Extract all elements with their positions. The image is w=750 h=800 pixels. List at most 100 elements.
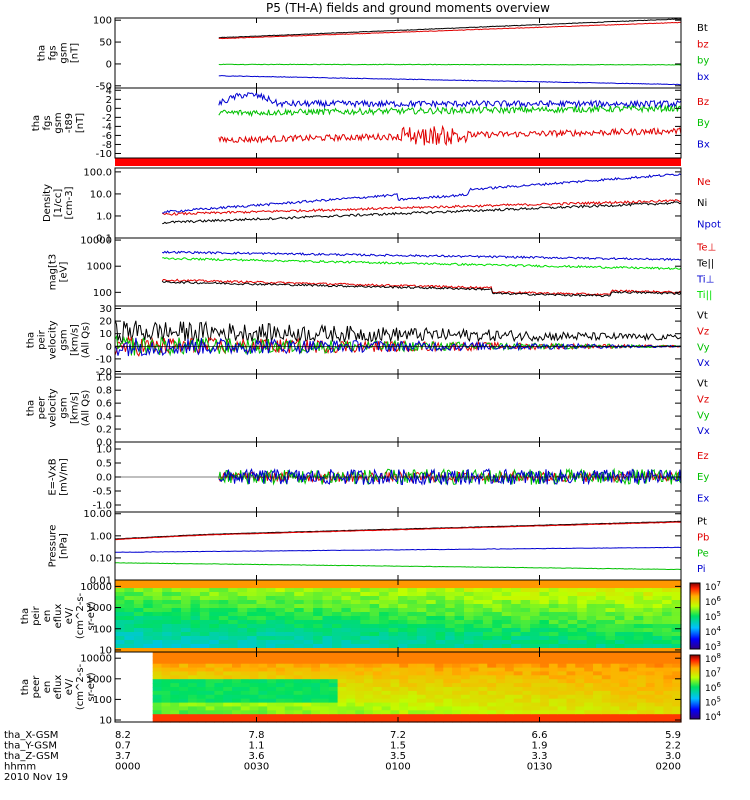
heatmap-cell <box>190 624 201 629</box>
heatmap-cell <box>313 584 324 589</box>
heatmap-cell <box>190 636 201 641</box>
colorbar-tick-label: 103 <box>705 640 721 653</box>
heatmap-cell <box>161 698 171 704</box>
heatmap-cell <box>199 624 210 629</box>
heatmap-cell <box>179 659 189 665</box>
heatmap-cell <box>302 698 312 704</box>
legend-vz: Vz <box>697 326 709 337</box>
heatmap-cell <box>662 604 673 609</box>
heatmap-cell <box>520 596 531 601</box>
heatmap-cell <box>654 675 664 680</box>
heatmap-cell <box>577 624 588 629</box>
heatmap-cell <box>294 604 305 609</box>
heatmap-cell <box>360 608 371 613</box>
heatmap-cell <box>482 588 493 593</box>
heatmap-cell <box>637 687 647 692</box>
heatmap-cell <box>328 655 339 661</box>
colorbar-tick-base: 10 <box>705 628 717 638</box>
heatmap-cell <box>328 667 339 673</box>
heatmap-cell <box>209 616 220 621</box>
legend-bx: Bx <box>697 139 710 150</box>
heatmap-cell <box>293 694 303 700</box>
heatmap-cell <box>530 636 541 641</box>
heatmap-cell <box>265 648 276 653</box>
heatmap-cell <box>662 628 673 633</box>
legend-te: Te|| <box>696 258 714 269</box>
heatmap-cell <box>445 584 456 589</box>
y-tick-label: -10 <box>96 149 112 160</box>
heatmap-cell <box>398 588 408 593</box>
heatmap-cell <box>162 600 173 605</box>
heatmap-cell <box>303 648 314 653</box>
heatmap-cell <box>115 624 125 629</box>
heatmap-cell <box>577 636 588 641</box>
heatmap-cell <box>170 663 180 669</box>
heatmap-cell <box>143 596 154 601</box>
heatmap-cell <box>303 580 314 585</box>
heatmap-cell <box>341 640 352 645</box>
heatmap-cell <box>539 648 550 653</box>
heatmap-cell <box>171 612 182 617</box>
panel-peer_eflux: 10000100010010thapeerenefluxeV/(cm^2-s-s… <box>20 651 721 727</box>
heatmap-cell <box>511 584 522 589</box>
heatmap-cell <box>464 648 474 653</box>
heatmap-cell <box>586 584 597 589</box>
heatmap-cell <box>284 596 295 601</box>
heatmap-cell <box>293 683 303 688</box>
heatmap-cell <box>504 706 515 711</box>
heatmap-cell <box>265 608 276 613</box>
heatmap-cell <box>575 652 585 657</box>
heatmap-cell <box>548 588 559 593</box>
heatmap-cell <box>199 620 210 625</box>
heatmap-cell <box>643 600 654 605</box>
heatmap-cell <box>247 588 258 593</box>
heatmap-cell <box>628 714 638 719</box>
y-tick-label: -4 <box>102 122 112 133</box>
heatmap-cell <box>171 620 182 625</box>
heatmap-cell <box>566 667 576 673</box>
heatmap-cell <box>214 652 224 657</box>
heatmap-cell <box>601 714 612 719</box>
heatmap-cell <box>196 652 207 657</box>
heatmap-cell <box>223 694 233 700</box>
heatmap-cell <box>496 714 506 719</box>
heatmap-cell <box>320 690 330 696</box>
series-line-bz <box>218 124 682 147</box>
legend-vy: Vy <box>697 342 710 353</box>
heatmap-cell <box>408 675 418 680</box>
heatmap-cell <box>372 687 383 692</box>
heatmap-cell <box>540 694 550 700</box>
heatmap-cell <box>548 667 559 673</box>
heatmap-cell <box>240 710 251 715</box>
heatmap-cell <box>293 702 303 708</box>
heatmap-cell <box>637 714 647 719</box>
heatmap-cell <box>504 679 515 684</box>
heatmap-cell <box>258 698 268 704</box>
y-tick-label: 1.0 <box>96 445 112 456</box>
heatmap-cell <box>663 671 673 676</box>
heatmap-cell <box>610 659 620 665</box>
heatmap-cell <box>320 698 330 704</box>
heatmap-cell <box>652 620 663 625</box>
heatmap-cell <box>320 663 330 669</box>
heatmap-cell <box>643 628 654 633</box>
heatmap-cell <box>161 706 171 711</box>
heatmap-cell <box>454 604 465 609</box>
heatmap-cell <box>115 644 125 649</box>
legend-vz: Vz <box>697 394 709 405</box>
heatmap-cell <box>379 628 390 633</box>
heatmap-cell <box>311 663 321 669</box>
y-axis-label-line: [cm-3] <box>64 186 75 219</box>
heatmap-cell <box>399 663 409 669</box>
y-axis-label-line: [nPa] <box>59 533 70 559</box>
y-tick-label: 0.6 <box>96 399 112 410</box>
heatmap-cell <box>482 640 493 645</box>
heatmap-cell <box>610 698 620 704</box>
y-axis-label-line: eV/ <box>64 678 75 695</box>
heatmap-cell <box>369 616 380 621</box>
heatmap-cell <box>143 616 154 621</box>
heatmap-cell <box>645 675 656 680</box>
heatmap-cell <box>584 671 594 676</box>
heatmap-cell <box>496 702 506 708</box>
heatmap-cell <box>558 612 569 617</box>
